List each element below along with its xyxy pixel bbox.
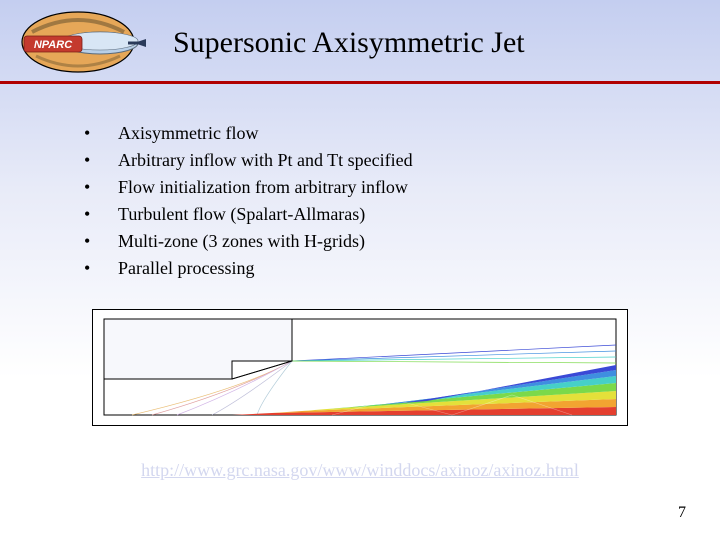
bullet-item: Axisymmetric flow	[84, 120, 644, 147]
bullet-list: Axisymmetric flow Arbitrary inflow with …	[84, 120, 644, 282]
bullet-item: Multi-zone (3 zones with H-grids)	[84, 228, 644, 255]
bullet-item: Turbulent flow (Spalart-Allmaras)	[84, 201, 644, 228]
slide-title: Supersonic Axisymmetric Jet	[173, 26, 525, 60]
source-url: http://www.grc.nasa.gov/www/winddocs/axi…	[0, 460, 720, 481]
jet-contour-figure	[92, 309, 628, 426]
logo-label-text: NPARC	[34, 39, 73, 51]
bullet-item: Arbitrary inflow with Pt and Tt specifie…	[84, 147, 644, 174]
bullet-item: Flow initialization from arbitrary inflo…	[84, 174, 644, 201]
slide-header: NPARC Supersonic Axisymmetric Jet	[0, 0, 720, 84]
bullet-item: Parallel processing	[84, 255, 644, 282]
nparc-logo: NPARC	[8, 6, 148, 76]
page-number: 7	[678, 504, 686, 522]
